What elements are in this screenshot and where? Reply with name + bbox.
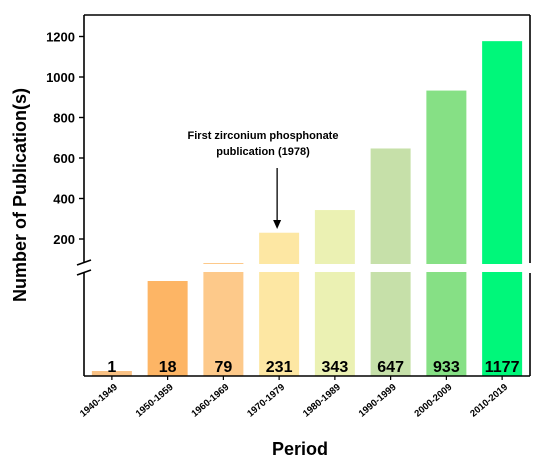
x-tick-label: 1990-1999	[357, 382, 399, 420]
data-label: 18	[159, 359, 177, 376]
y-axis-title: Number of Publication(s)	[10, 88, 30, 302]
y-tick-label: 800	[53, 111, 75, 126]
bar-1960-1969	[203, 263, 244, 376]
bar-1950-1959	[147, 281, 188, 376]
y-tick-label: 600	[53, 151, 75, 166]
bar-1970-1979	[259, 232, 300, 376]
y-tick-label: 400	[53, 192, 75, 207]
data-label: 647	[377, 359, 404, 376]
data-label: 231	[266, 359, 293, 376]
bar-2010-2019	[482, 41, 523, 376]
bar-1940-1949	[91, 371, 132, 376]
x-tick-label: 1980-1989	[301, 382, 343, 420]
axes-layer	[83, 14, 531, 377]
x-tick-label: 2010-2019	[468, 382, 510, 420]
x-ticks-layer: 1940-1949 1950-1959 1960-1969 1970-1979 1980…	[78, 376, 510, 420]
bar-1980-1989	[314, 210, 355, 376]
data-label: 933	[433, 359, 460, 376]
break-mark-lower	[76, 269, 92, 276]
x-tick-label: 1960-1969	[189, 382, 231, 420]
bars-layer	[91, 41, 523, 376]
annotation-line-1: First zirconium phosphonate	[188, 130, 339, 142]
data-labels-layer: 1 18 79 231 343 647 933 1177	[107, 359, 519, 376]
annotation-arrowhead	[273, 220, 282, 229]
annotation-line-2: publication (1978)	[216, 146, 310, 158]
x-tick-label: 2000-2009	[412, 382, 454, 420]
annotation: First zirconium phosphonate publication …	[188, 130, 339, 229]
axis-break-layer	[76, 259, 536, 276]
data-label: 1	[107, 359, 116, 376]
data-label: 79	[214, 359, 232, 376]
x-tick-label: 1950-1959	[134, 382, 176, 420]
y-ticks-layer: 200 400 600 800 1000 1200	[46, 30, 84, 247]
bar-1990-1999	[370, 148, 411, 376]
y-tick-label: 200	[53, 232, 75, 247]
data-label: 343	[322, 359, 349, 376]
axis-break-band	[78, 264, 536, 272]
bar-2000-2009	[426, 90, 467, 376]
data-label: 1177	[485, 359, 520, 376]
y-tick-label: 1200	[46, 30, 75, 45]
x-tick-label: 1940-1949	[78, 382, 120, 420]
x-axis-title: Period	[272, 439, 328, 459]
x-tick-label: 1970-1979	[245, 382, 287, 420]
y-tick-label: 1000	[46, 70, 75, 85]
